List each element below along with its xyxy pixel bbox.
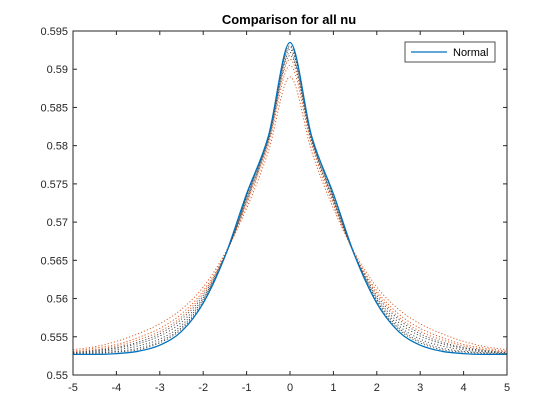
legend-box [404, 41, 496, 63]
x-tick-label: 5 [504, 382, 510, 394]
y-tick-label: 0.55 [47, 370, 68, 382]
x-tick-label: -3 [155, 382, 165, 394]
plot-area [73, 31, 507, 375]
x-tick-label: 0 [287, 382, 293, 394]
y-tick-label: 0.58 [47, 141, 68, 153]
series-lines [72, 41, 508, 356]
axis-ticks: -5 -4 -3 -2 -1 0 1 2 3 4 5 0.55 0.555 0.56 0.565 0.57 0.… [40, 26, 510, 394]
series-line-nu-1 [72, 76, 508, 351]
series-line-nu-4 [72, 55, 508, 354]
x-tick-label: 3 [417, 382, 423, 394]
x-tick-label: -5 [68, 382, 78, 394]
y-tick-label: 0.585 [40, 102, 68, 114]
series-line-nu-5 [72, 51, 508, 354]
x-tick-label: -1 [242, 382, 252, 394]
y-tick-label: 0.595 [40, 26, 68, 38]
x-tick-label: -4 [112, 382, 122, 394]
series-line-nu-6 [72, 48, 508, 355]
series-line-nu-2 [72, 64, 508, 352]
chart-title: Comparison for all nu [222, 12, 356, 27]
y-tick-label: 0.59 [47, 64, 68, 76]
series-line-nu-3 [72, 58, 508, 353]
x-tick-label: 2 [374, 382, 380, 394]
plot-frame [72, 30, 508, 376]
y-tick-label: 0.57 [47, 217, 68, 229]
y-tick-label: 0.555 [40, 332, 68, 344]
legend: Normal [404, 41, 496, 63]
y-tick-label: 0.56 [47, 294, 68, 306]
y-tick-label: 0.565 [40, 255, 68, 267]
x-tick-label: 1 [330, 382, 336, 394]
x-tick-label: -2 [198, 382, 208, 394]
legend-label-normal: Normal [453, 47, 488, 59]
y-tick-label: 0.575 [40, 179, 68, 191]
x-tick-label: 4 [461, 382, 467, 394]
series-line-nu-8 [72, 45, 508, 355]
series-line-normal [73, 41, 507, 356]
series-line-nu-7 [72, 46, 508, 355]
